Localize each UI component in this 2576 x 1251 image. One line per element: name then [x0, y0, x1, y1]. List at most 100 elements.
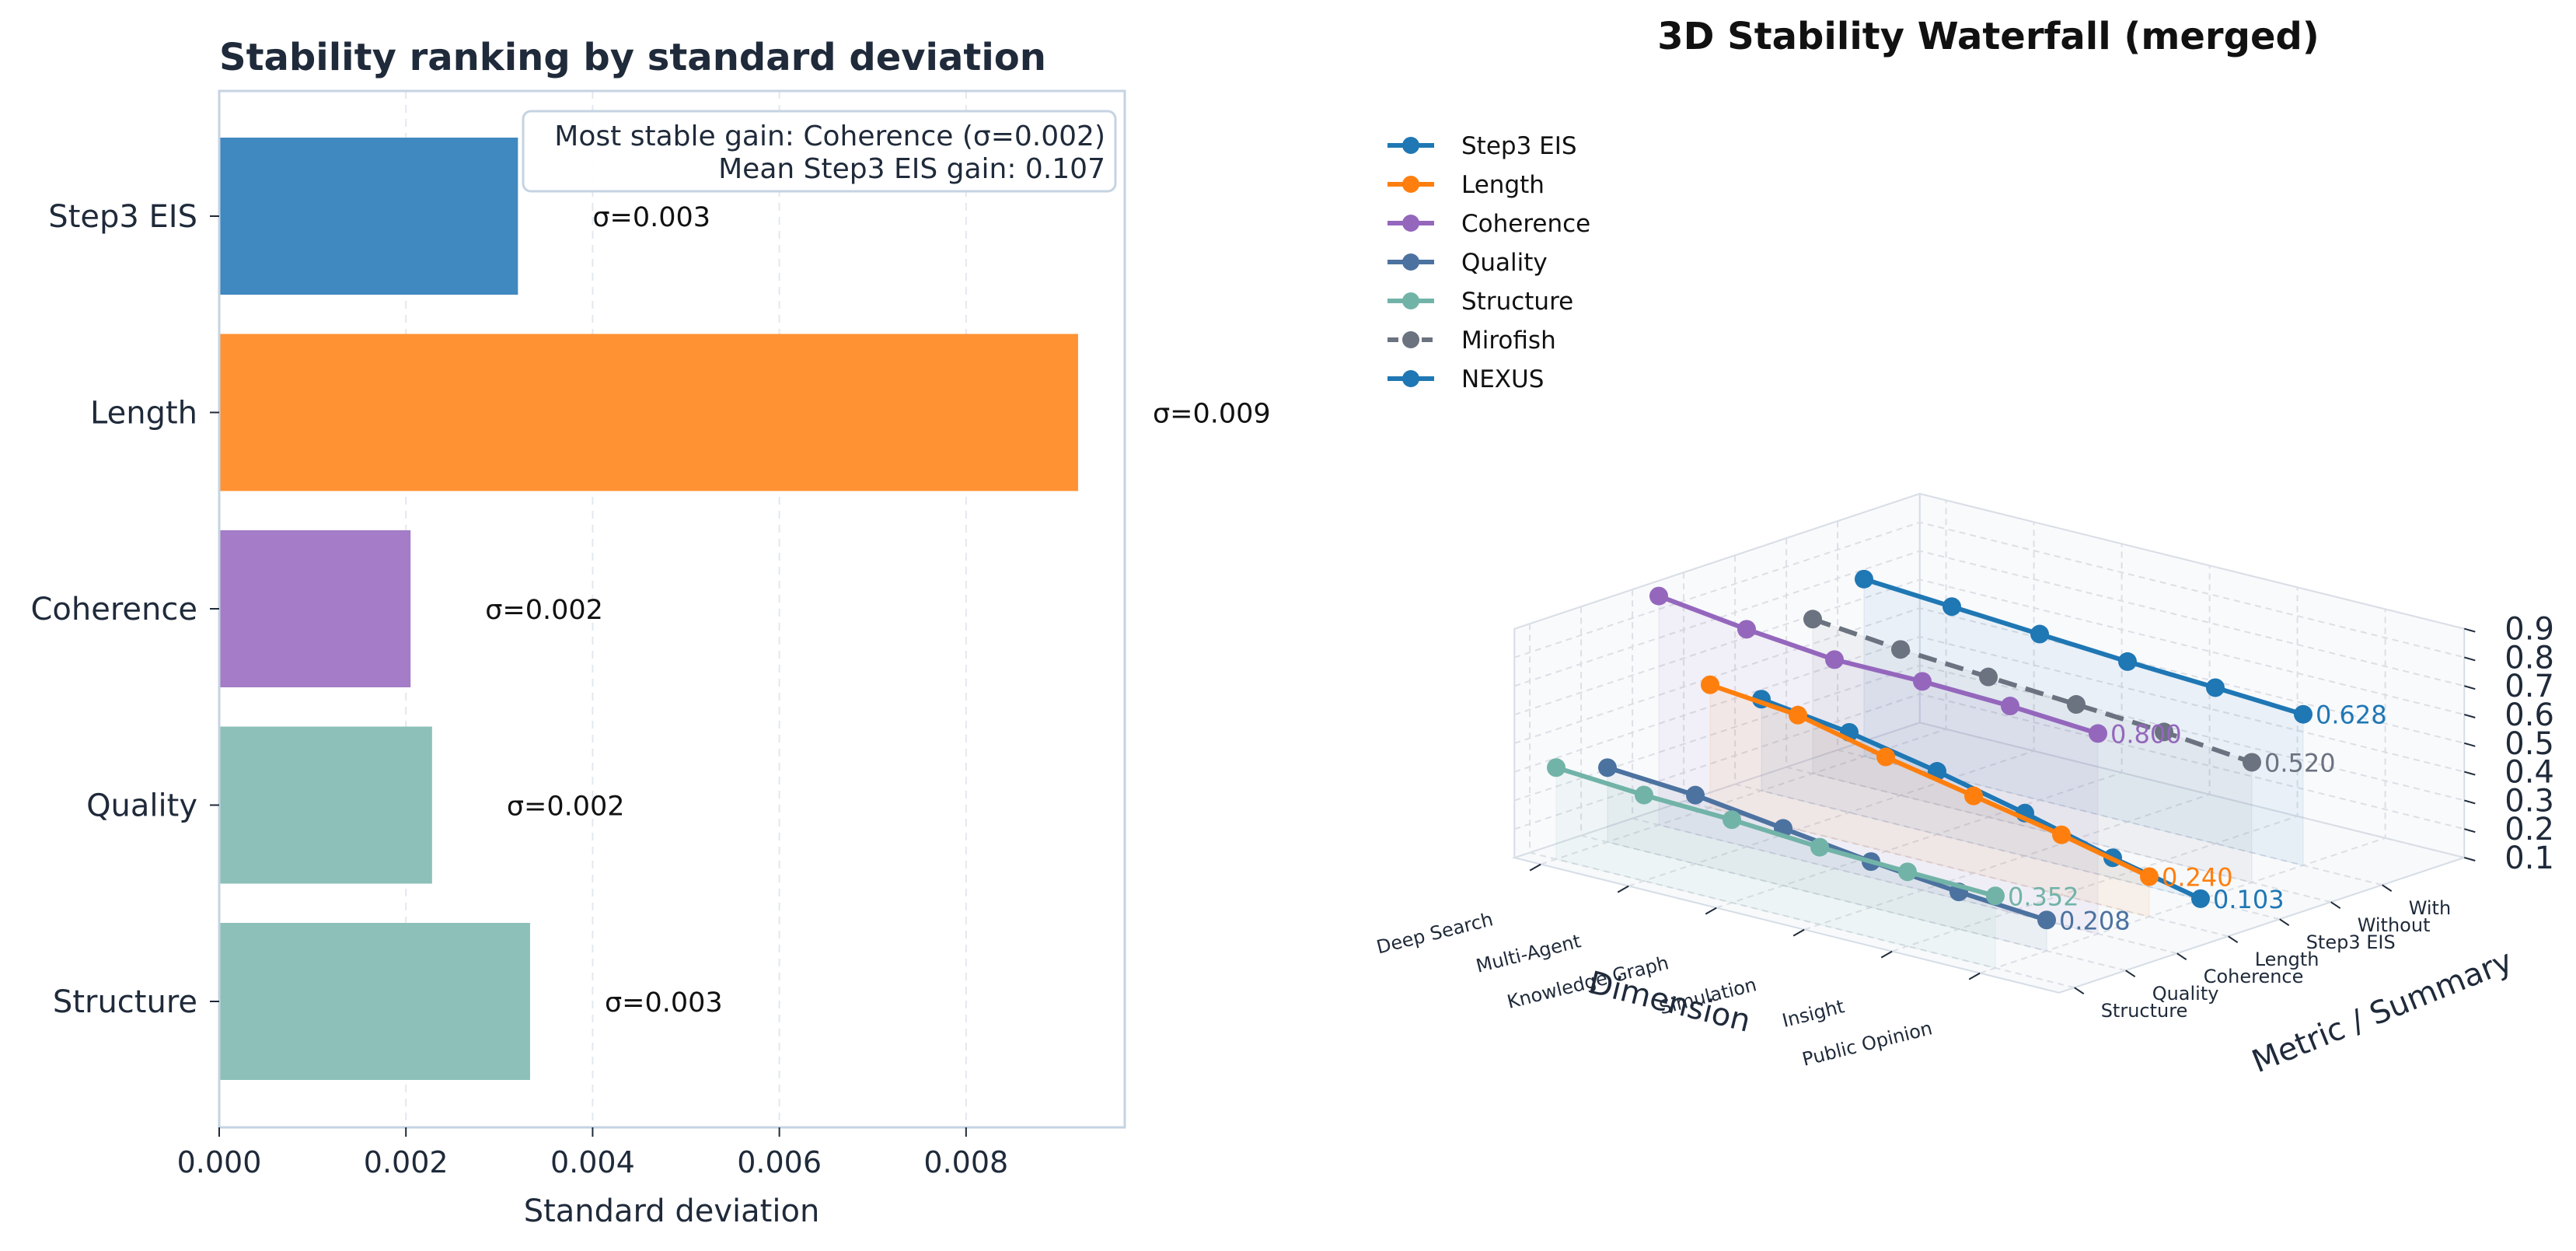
bar-xtick-label: 0.000: [177, 1145, 262, 1179]
wf-ztick: [2464, 828, 2476, 833]
bar-category-label: Quality: [86, 788, 197, 824]
series-point: [1913, 672, 1932, 691]
wf-gridline: [1513, 693, 2465, 830]
waterfall-grid: [1513, 492, 2465, 989]
series-point: [1803, 610, 1822, 629]
wf-ytick-label: Coherence: [2204, 966, 2304, 987]
series-point: [1855, 569, 1873, 589]
series-point: [1825, 650, 1844, 669]
waterfall-title: 3D Stability Waterfall (merged): [1657, 15, 2319, 58]
waterfall-legend: Step3 EIS Length Coherence Quality Structure…: [1387, 132, 1590, 393]
waterfall-chart: 3D Stability Waterfall (merged) 0.628 0.5…: [1374, 15, 2554, 1080]
wf-xtick: [1705, 907, 1717, 915]
series-point: [1979, 667, 1998, 687]
wf-ytick-label: Without: [2358, 914, 2431, 936]
series-point: [1810, 837, 1829, 857]
legend-marker: [1402, 253, 1419, 271]
wf-ytick: [2279, 918, 2290, 927]
bar: [219, 923, 530, 1080]
series-end-label: 0.240: [2162, 862, 2233, 892]
bar: [219, 726, 432, 884]
series-point: [1635, 785, 1653, 805]
series-line: [1709, 682, 2151, 879]
bar-category-label: Structure: [53, 984, 197, 1020]
legend-marker: [1402, 215, 1419, 232]
annotation-line-1: Most stable gain: Coherence (σ=0.002): [554, 121, 1105, 152]
bar-category-label: Length: [90, 396, 197, 432]
series-point: [2037, 910, 2056, 930]
wf-xtick: [1792, 928, 1805, 937]
series-end-label: 0.628: [2316, 701, 2387, 730]
wf-ztick: [2464, 799, 2476, 805]
bar-value-label: σ=0.009: [1153, 399, 1271, 430]
series-point: [1723, 810, 1741, 830]
bar: [219, 138, 518, 295]
wf-ztick-label: 0.2: [2504, 812, 2554, 847]
series-line: [1812, 617, 2253, 765]
wf-ztick: [2464, 714, 2476, 718]
bar: [219, 530, 411, 687]
wf-xtick: [1968, 972, 1981, 980]
bar-category-label: Coherence: [31, 592, 198, 627]
annotation-box: [522, 110, 1117, 193]
series-point: [2155, 722, 2173, 742]
bar-value-label: σ=0.002: [485, 595, 603, 626]
series-point: [2140, 867, 2159, 886]
wf-gridline: [1513, 635, 2465, 773]
wf-ytick: [2228, 935, 2239, 944]
series-end-label: 0.208: [2059, 906, 2131, 935]
bar-chart-ticks: 0.000 0.002 0.004 0.006 0.008 Step3 EIS Length…: [31, 199, 1009, 1179]
wf-xtick: [1880, 950, 1893, 959]
series-point: [1547, 758, 1565, 778]
wf-ztick: [2464, 656, 2476, 662]
series-end-label: 0.352: [2008, 882, 2079, 911]
wf-ytick-label: Length: [2255, 949, 2319, 970]
wf-ytick-label: Quality: [2152, 983, 2219, 1005]
series-point: [1701, 675, 1719, 694]
wf-xtick-label: Public Opinion: [1800, 1017, 1935, 1071]
wf-ztick-label: 0.1: [2504, 840, 2554, 876]
wf-gridline: [1513, 550, 2465, 687]
bar-value-label: σ=0.002: [507, 791, 625, 823]
annotation-line-2: Mean Step3 EIS gain: 0.107: [718, 153, 1105, 185]
legend-label: Mirofish: [1461, 327, 1556, 355]
series-point: [2206, 678, 2225, 697]
wf-ztick-label: 0.9: [2504, 612, 2554, 648]
series-line: [1657, 593, 2099, 736]
bar-value-label: σ=0.003: [605, 987, 723, 1019]
legend-label: Quality: [1461, 249, 1548, 277]
bar-chart-xlabel: Standard deviation: [524, 1193, 820, 1229]
wf-ytick-label: Structure: [2101, 1000, 2188, 1022]
legend-marker: [1402, 331, 1419, 348]
series-end-label: 0.800: [2110, 719, 2182, 749]
bar: [219, 334, 1078, 491]
wf-ztick-label: 0.6: [2504, 697, 2554, 733]
series-point: [2001, 697, 2019, 716]
bar-xtick-label: 0.008: [923, 1145, 1008, 1179]
legend-label: Coherence: [1461, 210, 1590, 238]
legend-label: Step3 EIS: [1461, 132, 1577, 160]
legend-marker: [1402, 176, 1419, 193]
wf-xtick: [1617, 885, 1629, 893]
wf-xtick-label: Multi-Agent: [1474, 930, 1583, 977]
wf-ztick: [2464, 857, 2476, 861]
bar-category-label: Step3 EIS: [48, 199, 197, 235]
series-line: [1863, 576, 2304, 717]
wf-ztick-label: 0.5: [2504, 726, 2554, 762]
wf-gridline: [1513, 722, 2465, 859]
series-end-label: 0.103: [2213, 885, 2285, 914]
series-point: [2089, 724, 2107, 743]
wf-ytick: [2330, 901, 2341, 910]
legend-label: Structure: [1461, 288, 1573, 316]
legend-marker: [1402, 137, 1419, 154]
wf-ztick-label: 0.3: [2504, 783, 2554, 819]
wf-ytick-label: Step3 EIS: [2306, 931, 2396, 953]
series-point: [1686, 785, 1705, 805]
wf-ztick: [2464, 685, 2476, 690]
wf-ztick: [2464, 771, 2476, 776]
wf-ztick-label: 0.4: [2504, 755, 2554, 791]
series-end-label: 0.520: [2264, 748, 2336, 778]
wf-gridline: [1540, 500, 1947, 865]
series-point: [1649, 586, 1668, 606]
